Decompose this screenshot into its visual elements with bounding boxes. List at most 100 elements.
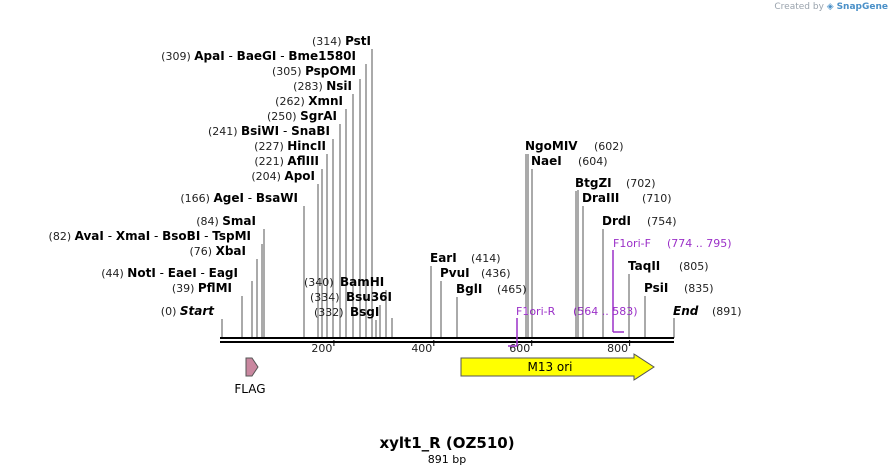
enzyme-name: SmaI: [222, 214, 256, 228]
enzyme-name: BsgI: [350, 305, 379, 319]
primer-r-range: (564 .. 583): [573, 305, 638, 318]
site-position: (465): [497, 283, 527, 296]
enzyme-name: EaeI: [168, 266, 197, 280]
site-position: (414): [471, 252, 501, 265]
site-separator: -: [279, 124, 291, 138]
site-position: (204): [251, 170, 284, 183]
flag-feature-arrow: [245, 357, 259, 377]
site-position: (44): [101, 267, 127, 280]
enzyme-name: NgoMIV: [525, 139, 578, 153]
site-position: (166): [180, 192, 213, 205]
site-label: (283) NsiI: [293, 79, 352, 93]
enzyme-name: BsiWI: [241, 124, 279, 138]
snapgene-logo-icon: ◈: [826, 2, 834, 12]
primer-f-range: (774 .. 795): [667, 237, 732, 250]
primer-r-label: F1ori-R: [516, 305, 556, 318]
site-position: (340): [304, 276, 334, 289]
site-position: (39): [172, 282, 198, 295]
site-label: (262) XmnI: [275, 94, 343, 108]
site-position: (805): [679, 260, 709, 273]
site-label: (314) PstI: [312, 34, 371, 48]
m13-ori-feature-arrow: [460, 353, 655, 381]
site-position: (835): [684, 282, 714, 295]
enzyme-name: EarI: [430, 251, 457, 265]
site-label: (82) AvaI - XmaI - BsoBI - TspMI: [49, 229, 251, 243]
backbone: [220, 337, 674, 343]
tick-label: 800: [607, 342, 628, 355]
site-label: (39) PflMI: [172, 281, 232, 295]
site-position: (0): [161, 305, 180, 318]
tick-label: 400: [411, 342, 432, 355]
site-label: (204) ApoI: [251, 169, 315, 183]
site-label: (309) ApaI - BaeGI - Bme1580I: [161, 49, 356, 63]
enzyme-name: PsiI: [644, 281, 668, 295]
site-label: (84) SmaI: [196, 214, 256, 228]
site-position: (82): [49, 230, 75, 243]
site-position: (604): [578, 155, 608, 168]
site-label: (241) BsiWI - SnaBI: [208, 124, 330, 138]
enzyme-name: BglI: [456, 282, 482, 296]
enzyme-name: DrdI: [602, 214, 631, 228]
enzyme-name: TaqII: [628, 259, 660, 273]
enzyme-name: SgrAI: [300, 109, 337, 123]
enzyme-name: AflIII: [287, 154, 319, 168]
enzyme-name: NsiI: [326, 79, 352, 93]
site-label: (227) HincII: [254, 139, 326, 153]
site-separator: -: [104, 229, 116, 243]
site-position: (76): [190, 245, 216, 258]
site-position: (754): [647, 215, 677, 228]
site-separator: -: [156, 266, 168, 280]
site-position: (241): [208, 125, 241, 138]
credit-brand: SnapGene: [836, 2, 888, 12]
enzyme-name: Bsu36I: [346, 290, 392, 304]
site-position: (84): [196, 215, 222, 228]
site-position: (262): [275, 95, 308, 108]
m13-ori-feature-label: M13 ori: [527, 360, 572, 374]
credit-prefix: Created by: [774, 2, 824, 12]
enzyme-name: NotI: [127, 266, 156, 280]
enzyme-name: BaeGI: [237, 49, 277, 63]
site-separator: -: [276, 49, 288, 63]
site-separator: -: [197, 266, 209, 280]
site-position: (309): [161, 50, 194, 63]
left-site-labels: (314) PstI(309) ApaI - BaeGI - Bme1580I(…: [49, 34, 371, 318]
construct-size: 891 bp: [427, 453, 467, 466]
enzyme-name: AgeI: [213, 191, 243, 205]
site-separator: -: [200, 229, 212, 243]
site-position: (221): [254, 155, 287, 168]
construct-title: xylt1_R (OZ510): [379, 434, 515, 452]
watermark: Created by ◈ SnapGene: [774, 2, 888, 12]
enzyme-name: XmaI: [116, 229, 150, 243]
site-position: (332): [314, 306, 344, 319]
site-position: (305): [272, 65, 305, 78]
site-label: (166) AgeI - BsaWI: [180, 191, 298, 205]
enzyme-name: ApaI: [194, 49, 224, 63]
site-position: (602): [594, 140, 624, 153]
site-position: (283): [293, 80, 326, 93]
enzyme-name: Bme1580I: [288, 49, 356, 63]
site-position: (250): [267, 110, 300, 123]
enzyme-name: EagI: [209, 266, 238, 280]
enzyme-name: PspOMI: [305, 64, 356, 78]
enzyme-name: PflMI: [198, 281, 232, 295]
tick-label: 200: [311, 342, 332, 355]
enzyme-name: HincII: [287, 139, 326, 153]
enzyme-name: DraIII: [582, 191, 619, 205]
site-separator: -: [150, 229, 162, 243]
site-position: (436): [481, 267, 511, 280]
site-label: (221) AflIII: [254, 154, 319, 168]
features: FLAG M13 ori: [234, 353, 655, 396]
enzyme-name: SnaBI: [291, 124, 330, 138]
enzyme-name: PvuI: [440, 266, 470, 280]
enzyme-name: XmnI: [308, 94, 343, 108]
enzyme-name: AvaI: [75, 229, 104, 243]
tick-label: 600: [509, 342, 530, 355]
flag-feature-label: FLAG: [234, 382, 265, 396]
enzyme-name: XbaI: [216, 244, 246, 258]
site-position: (314): [312, 35, 345, 48]
site-label: (44) NotI - EaeI - EagI: [101, 266, 238, 280]
primers: F1ori-F (774 .. 795) F1ori-R (564 .. 583): [508, 237, 732, 347]
site-position: (334): [310, 291, 340, 304]
